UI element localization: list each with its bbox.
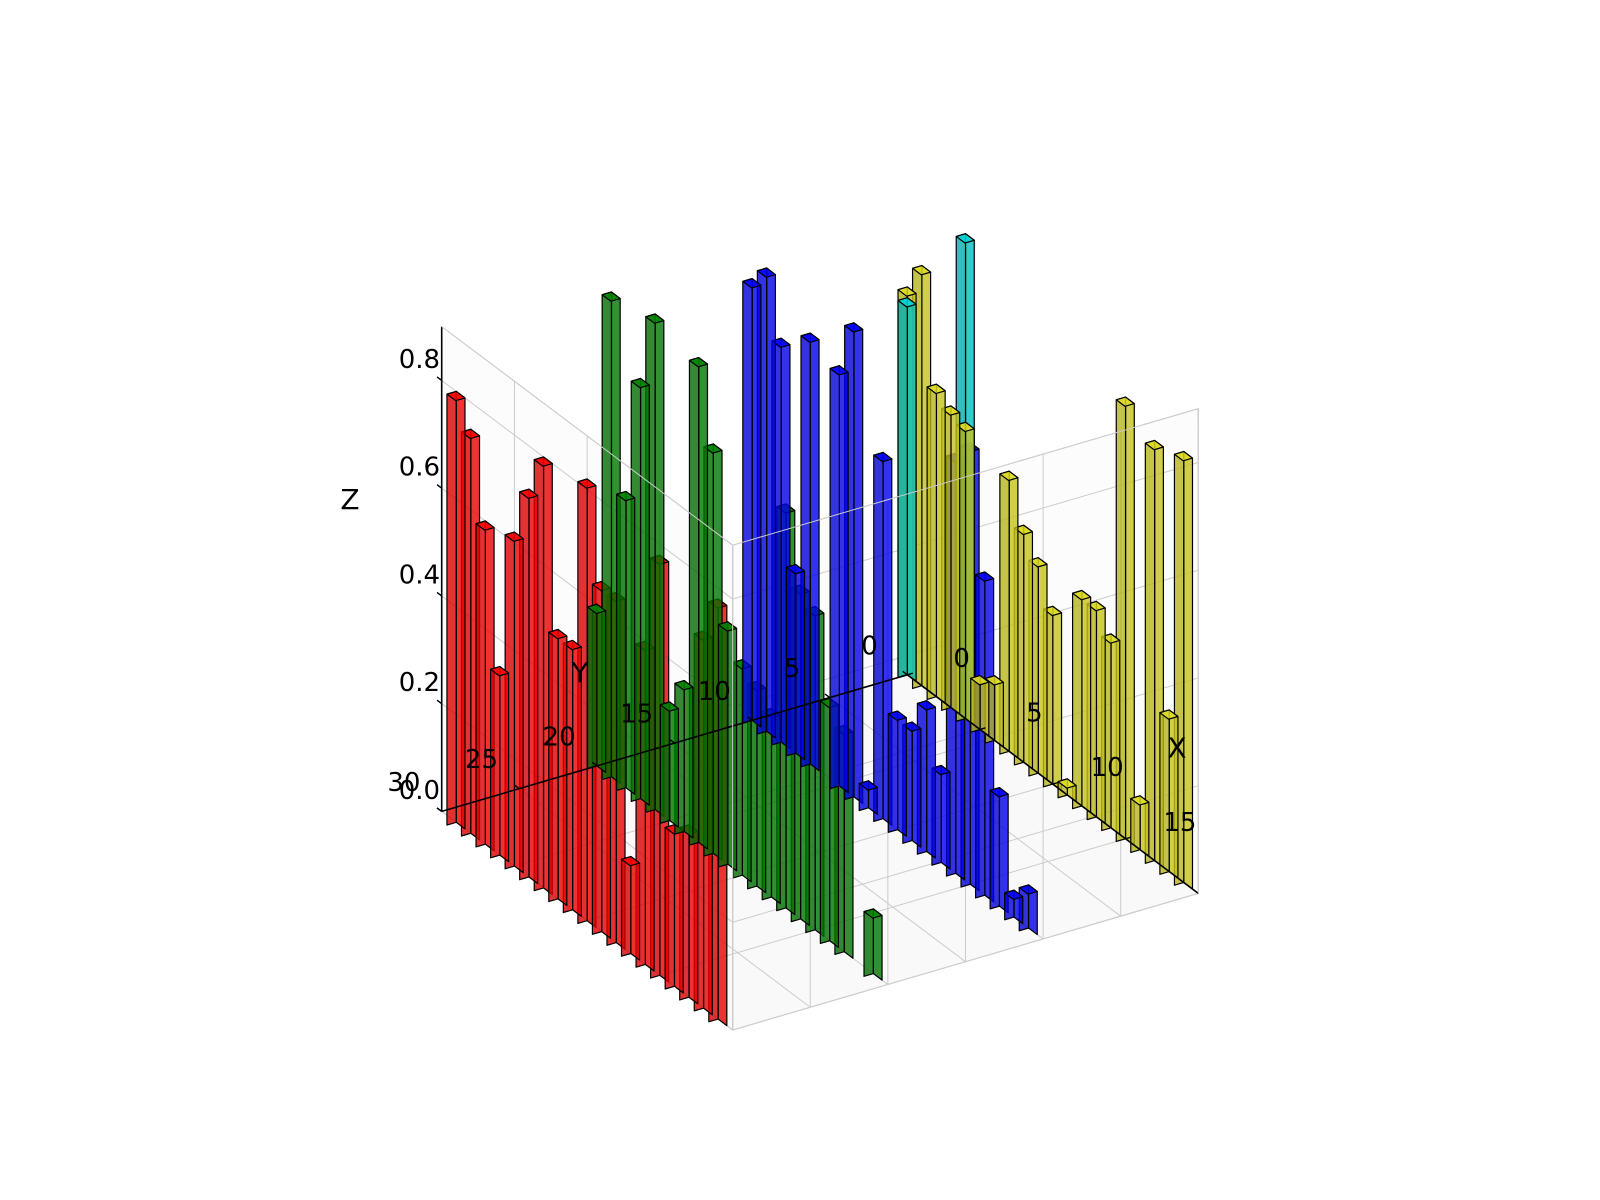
x-tick-label: 10 bbox=[1091, 753, 1124, 783]
z-tick-label: 0.4 bbox=[399, 560, 440, 590]
z-tick-label: 0.8 bbox=[399, 345, 440, 375]
x-tick-label: 5 bbox=[1026, 699, 1043, 729]
y-tick-label: 25 bbox=[465, 745, 498, 775]
z-axis-label: Z bbox=[340, 483, 359, 516]
x-axis-label: X bbox=[1167, 732, 1186, 765]
z-tick-label: 0.0 bbox=[399, 776, 440, 806]
y-tick-label: 15 bbox=[620, 700, 653, 730]
x-tick-label: 15 bbox=[1163, 808, 1196, 838]
bar3d-chart: 0510150510152025300.00.20.40.60.8XYZ bbox=[0, 0, 1600, 1200]
x-tick-label: 0 bbox=[953, 644, 970, 674]
y-tick-label: 20 bbox=[543, 722, 576, 752]
z-tick-label: 0.6 bbox=[399, 453, 440, 483]
y-tick-label: 0 bbox=[861, 631, 878, 661]
z-tick-label: 0.2 bbox=[399, 668, 440, 698]
y-tick-label: 10 bbox=[698, 677, 731, 707]
y-tick-label: 5 bbox=[784, 654, 801, 684]
y-axis-label: Y bbox=[570, 656, 589, 689]
